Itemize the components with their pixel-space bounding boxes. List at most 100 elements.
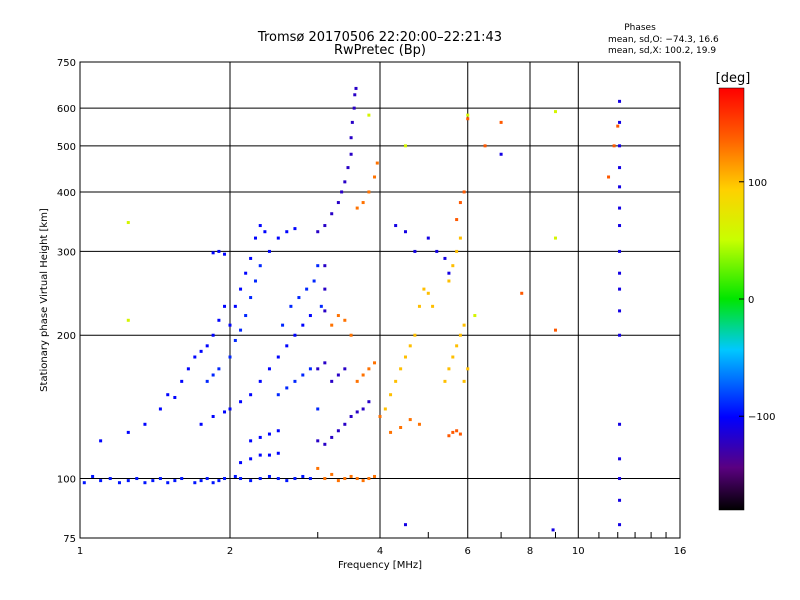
data-point	[330, 435, 334, 439]
data-point	[249, 479, 253, 483]
data-point	[451, 430, 455, 434]
data-point	[373, 474, 377, 478]
data-point	[233, 304, 237, 308]
data-point	[353, 93, 357, 97]
data-point	[244, 314, 248, 318]
data-point	[466, 367, 470, 371]
data-point	[354, 86, 358, 90]
data-point	[323, 309, 327, 313]
data-point	[607, 175, 611, 179]
data-point	[408, 344, 412, 348]
data-point	[473, 314, 477, 318]
data-point	[383, 407, 387, 411]
data-point	[466, 117, 470, 121]
data-point	[431, 304, 435, 308]
data-point	[126, 318, 130, 322]
data-point	[199, 479, 203, 483]
data-point	[166, 393, 170, 397]
data-point	[499, 152, 503, 156]
data-point	[403, 355, 407, 359]
data-point	[462, 190, 466, 194]
x-tick-label: 16	[674, 546, 687, 557]
data-point	[618, 498, 622, 502]
data-point	[618, 422, 622, 426]
data-point	[211, 414, 215, 418]
data-point	[455, 218, 459, 222]
data-point	[403, 144, 407, 148]
data-point	[336, 479, 340, 483]
data-point	[205, 379, 209, 383]
data-point	[422, 287, 426, 291]
data-point	[205, 344, 209, 348]
data-point	[316, 439, 320, 443]
data-point	[253, 279, 257, 283]
data-point	[343, 422, 347, 426]
x-tick-label: 6	[465, 546, 471, 557]
data-point	[394, 379, 398, 383]
y-tick-label: 600	[57, 104, 76, 115]
y-tick-label: 400	[57, 188, 76, 199]
data-point	[316, 407, 320, 411]
data-point	[330, 379, 334, 383]
data-point	[458, 236, 462, 240]
data-point	[343, 367, 347, 371]
data-point	[443, 379, 447, 383]
data-point	[267, 367, 271, 371]
data-point	[443, 256, 447, 260]
data-point	[618, 224, 622, 228]
data-point	[618, 271, 622, 275]
data-point	[267, 432, 271, 436]
data-point	[276, 451, 280, 455]
data-point	[285, 386, 289, 390]
y-tick-label: 300	[57, 247, 76, 258]
colorbar-tick-label: 100	[748, 178, 767, 189]
data-point	[618, 309, 622, 313]
data-point	[297, 296, 301, 300]
data-point	[355, 477, 359, 481]
data-point	[426, 291, 430, 295]
data-point	[323, 361, 327, 365]
data-point	[223, 252, 227, 256]
data-point	[373, 175, 377, 179]
data-point	[276, 429, 280, 433]
y-tick-label: 200	[57, 331, 76, 342]
data-point	[285, 230, 289, 234]
data-point	[336, 429, 340, 433]
data-point	[451, 355, 455, 359]
data-point	[435, 249, 439, 253]
data-point	[403, 523, 407, 527]
data-point	[289, 304, 293, 308]
data-point	[367, 400, 371, 404]
data-point	[455, 429, 459, 433]
data-point	[228, 407, 232, 411]
y-tick-label: 75	[63, 534, 76, 545]
data-point	[483, 144, 487, 148]
data-point	[361, 407, 365, 411]
data-point	[367, 477, 371, 481]
data-point	[458, 333, 462, 337]
data-point	[180, 477, 184, 481]
data-point	[301, 373, 305, 377]
data-point	[323, 287, 327, 291]
data-point	[258, 224, 262, 228]
data-point	[233, 474, 237, 478]
data-point	[117, 481, 121, 485]
data-point	[323, 442, 327, 446]
data-point	[211, 373, 215, 377]
data-point	[417, 422, 421, 426]
data-point	[447, 434, 451, 438]
data-point	[293, 333, 297, 337]
data-point	[352, 106, 356, 110]
data-point	[330, 323, 334, 327]
data-point	[239, 400, 243, 404]
x-tick-label: 8	[527, 546, 533, 557]
data-point	[249, 457, 253, 461]
data-point	[618, 120, 622, 124]
data-point	[340, 190, 344, 194]
data-point	[618, 249, 622, 253]
data-point	[447, 279, 451, 283]
data-point	[612, 144, 616, 148]
data-point	[217, 479, 221, 483]
data-point	[267, 249, 271, 253]
data-point	[343, 180, 347, 184]
